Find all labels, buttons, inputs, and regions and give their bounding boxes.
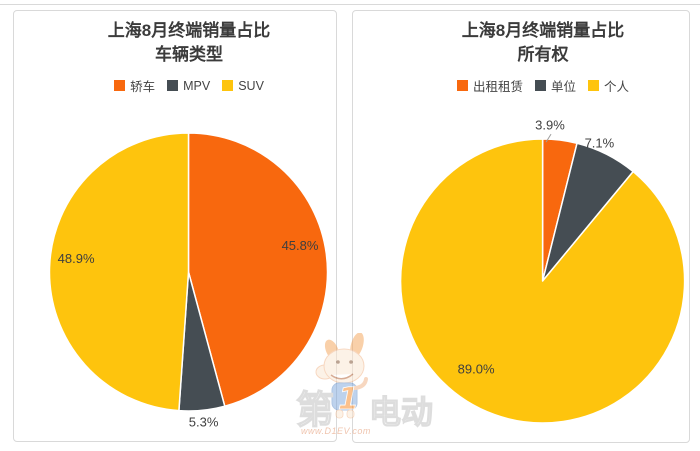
chart-title-line1: 上海8月终端销量占比 <box>461 21 625 40</box>
legend-label: 轿车 <box>130 80 156 94</box>
chart-title-line2: 所有权 <box>517 45 569 64</box>
data-label-2: 89.0% <box>458 362 495 377</box>
chart-panel-ownership: 3.9% 7.1% 89.0% 上海8月终端销量占比 所有权 出租租赁 单位 个人 <box>352 10 690 443</box>
chart-header: 上海8月终端销量占比 车辆类型 轿车 MPV SUV <box>39 19 339 95</box>
legend-item-1: MPV <box>167 79 210 93</box>
legend-vehicle-type: 轿车 MPV SUV <box>39 76 339 95</box>
data-label-0: 45.8% <box>282 238 319 253</box>
pie-slice-2 <box>399 138 686 424</box>
legend-swatch-icon <box>456 80 468 91</box>
legend-label: 出租租赁 <box>472 80 523 94</box>
legend-swatch-icon <box>588 80 599 91</box>
legend-swatch-icon <box>167 80 179 91</box>
legend-label: SUV <box>238 78 264 93</box>
data-label-2: 48.9% <box>58 251 95 266</box>
legend-item-1: 单位 <box>534 76 576 95</box>
pie-chart-vehicle-type: 45.8% 5.3% 48.9% <box>48 132 329 429</box>
legend-swatch-icon <box>114 80 126 91</box>
data-label-1: 5.3% <box>189 414 219 429</box>
legend-ownership: 出租租赁 单位 个人 <box>393 76 693 95</box>
data-label-0: 3.9% <box>535 118 565 133</box>
chart-title-line2: 车辆类型 <box>155 45 223 64</box>
chart-title: 上海8月终端销量占比 所有权 <box>393 19 693 67</box>
legend-item-0: 轿车 <box>114 76 155 95</box>
data-label-1: 7.1% <box>585 136 615 151</box>
chart-panel-vehicle-type: 45.8% 5.3% 48.9% 上海8月终端销量占比 车辆类型 轿车 MPV SUV <box>13 10 337 442</box>
chart-title: 上海8月终端销量占比 车辆类型 <box>39 19 339 67</box>
pie-slice-2 <box>48 132 190 412</box>
legend-swatch-icon <box>222 80 234 91</box>
legend-swatch-icon <box>534 80 546 91</box>
top-divider <box>0 4 700 5</box>
legend-item-2: 个人 <box>588 76 629 95</box>
pie-chart-ownership: 3.9% 7.1% 89.0% <box>399 118 686 424</box>
chart-header: 上海8月终端销量占比 所有权 出租租赁 单位 个人 <box>393 19 693 95</box>
legend-label: MPV <box>183 78 211 93</box>
legend-label: 个人 <box>604 80 630 94</box>
chart-title-line1: 上海8月终端销量占比 <box>107 21 271 40</box>
legend-item-0: 出租租赁 <box>456 76 523 95</box>
legend-item-2: SUV <box>222 79 264 93</box>
label-leader-line <box>545 133 552 143</box>
legend-label: 单位 <box>550 80 576 94</box>
pie-slice-0 <box>187 132 329 407</box>
